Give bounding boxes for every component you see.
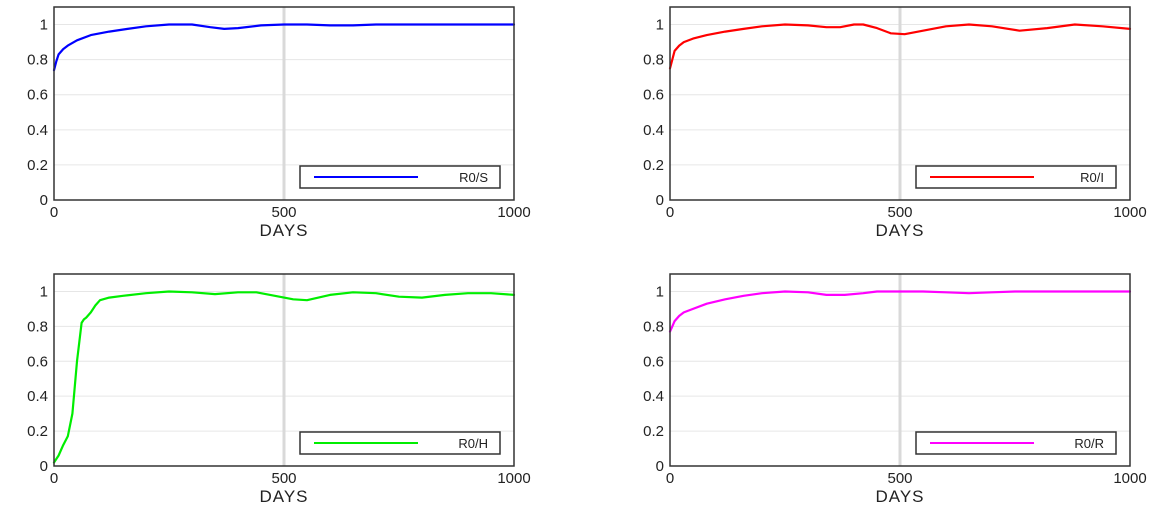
- x-tick-label: 1000: [1113, 204, 1146, 221]
- y-tick-label: 0.6: [643, 87, 664, 104]
- series-line: [52, 23, 516, 72]
- legend-label: R0/S: [459, 170, 488, 185]
- y-tick-label: 0: [656, 458, 664, 475]
- chart-panel-2: 0 0.2 0.4 0.6 0.8 1 0 500 1000 DAYS R0/I: [643, 6, 1147, 240]
- legend-label: R0/I: [1080, 170, 1104, 185]
- x-tick-label: 500: [271, 204, 296, 221]
- legend: R0/I: [915, 165, 1117, 189]
- x-tick-label: 500: [887, 470, 912, 487]
- legend: R0/R: [915, 431, 1117, 455]
- y-tick-label: 0.8: [27, 52, 48, 69]
- chart-panel-3: 0 0.2 0.4 0.6 0.8 1 0 500 1000 DAYS R0/H: [27, 273, 531, 506]
- series-line: [668, 290, 1132, 333]
- y-tick-label: 1: [40, 17, 48, 34]
- series-line: [52, 290, 516, 464]
- y-tick-label: 0: [40, 192, 48, 209]
- y-tick-label: 0.8: [643, 52, 664, 69]
- x-tick-label: 0: [50, 470, 58, 487]
- x-tick-label: 1000: [497, 470, 530, 487]
- plot-frame: [669, 273, 1131, 467]
- y-tick-label: 0.2: [643, 423, 664, 440]
- y-tick-label: 1: [656, 283, 664, 300]
- y-tick-label: 0.8: [643, 318, 664, 335]
- y-tick-label: 0.4: [27, 388, 48, 405]
- x-axis-title: DAYS: [259, 221, 308, 240]
- y-tick-label: 0.6: [27, 353, 48, 370]
- x-tick-label: 1000: [1113, 470, 1146, 487]
- plot-frame: [669, 6, 1131, 201]
- y-tick-label: 1: [40, 283, 48, 300]
- x-tick-label: 500: [271, 470, 296, 487]
- x-axis-title: DAYS: [259, 487, 308, 506]
- y-tick-label: 0: [40, 458, 48, 475]
- x-tick-label: 500: [887, 204, 912, 221]
- y-tick-label: 1: [656, 17, 664, 34]
- x-tick-label: 0: [50, 204, 58, 221]
- y-tick-label: 0.2: [643, 157, 664, 174]
- y-tick-label: 0.2: [27, 157, 48, 174]
- x-axis-title: DAYS: [875, 487, 924, 506]
- chart-panel-1: 0 0.2 0.4 0.6 0.8 1 0 500 1000 DAYS R0/S: [27, 6, 531, 240]
- legend-label: R0/R: [1074, 436, 1104, 451]
- y-tick-label: 0.6: [643, 353, 664, 370]
- chart-panel-4: 0 0.2 0.4 0.6 0.8 1 0 500 1000 DAYS R0/R: [643, 273, 1147, 506]
- y-tick-label: 0.8: [27, 318, 48, 335]
- x-tick-label: 1000: [497, 204, 530, 221]
- y-tick-label: 0.4: [27, 122, 48, 139]
- x-tick-label: 0: [666, 470, 674, 487]
- x-axis-title: DAYS: [875, 221, 924, 240]
- legend-label: R0/H: [458, 436, 488, 451]
- series-line: [668, 23, 1132, 70]
- y-tick-label: 0.2: [27, 423, 48, 440]
- y-tick-label: 0.6: [27, 87, 48, 104]
- y-tick-label: 0.4: [643, 122, 664, 139]
- legend: R0/S: [299, 165, 501, 189]
- legend: R0/H: [299, 431, 501, 455]
- plot-frame: [53, 6, 515, 201]
- y-tick-label: 0: [656, 192, 664, 209]
- x-tick-label: 0: [666, 204, 674, 221]
- plot-frame: [53, 273, 515, 467]
- y-tick-label: 0.4: [643, 388, 664, 405]
